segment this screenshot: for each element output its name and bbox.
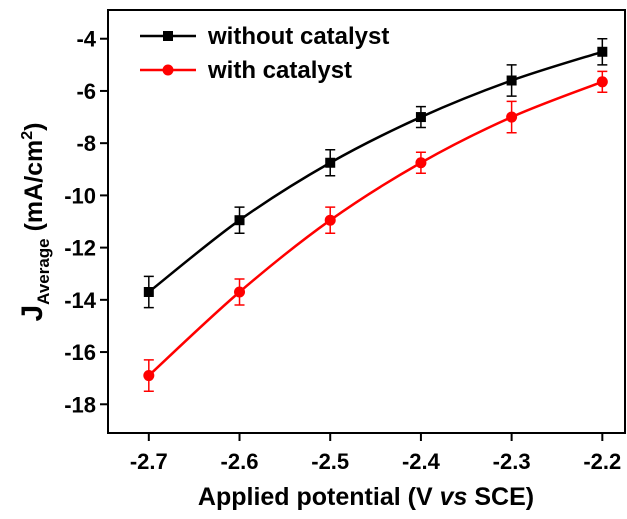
- x-label-part: Applied potential (V: [198, 483, 440, 511]
- data-point: [324, 214, 336, 226]
- data-point: [143, 370, 155, 382]
- y-tick-label: -12: [64, 236, 96, 261]
- x-tick-label: -2.6: [221, 449, 259, 474]
- x-label-part: SCE): [467, 483, 534, 511]
- x-tick-label: -2.7: [130, 449, 168, 474]
- data-point: [596, 76, 608, 88]
- y-tick-label: -4: [76, 27, 96, 52]
- legend-marker: [163, 31, 173, 41]
- y-tick-label: -16: [64, 340, 96, 365]
- data-point: [325, 157, 336, 168]
- data-point: [597, 46, 608, 57]
- y-label-part: ): [20, 122, 48, 130]
- data-point: [415, 157, 427, 169]
- y-tick-label: -18: [64, 392, 96, 417]
- y-label-part: (mA/cm: [20, 140, 48, 239]
- x-tick-label: -2.5: [311, 449, 349, 474]
- data-point: [234, 215, 245, 226]
- y-label-part: 2: [19, 131, 36, 140]
- x-tick-label: -2.3: [493, 449, 531, 474]
- y-axis-label: JAverage (mA/cm2): [16, 122, 53, 321]
- y-label-part: Average: [34, 238, 53, 304]
- y-tick-label: -6: [76, 79, 96, 104]
- y-tick-label: -10: [64, 183, 96, 208]
- x-axis-label: Applied potential (V vs SCE): [198, 483, 534, 511]
- series-line: [148, 50, 603, 293]
- x-label-part: vs: [440, 483, 468, 511]
- x-tick-label: -2.4: [402, 449, 441, 474]
- data-point: [506, 75, 517, 86]
- y-tick-label: -8: [76, 131, 96, 156]
- series-line: [147, 80, 603, 377]
- data-point: [143, 287, 154, 297]
- plot-frame: [107, 9, 626, 434]
- y-tick-label: -14: [64, 288, 97, 313]
- data-point: [506, 111, 518, 123]
- data-point: [234, 286, 246, 298]
- x-tick-label: -2.2: [583, 449, 621, 474]
- legend-marker: [162, 64, 174, 76]
- legend-label: without catalyst: [207, 23, 389, 50]
- data-point: [415, 112, 426, 123]
- legend-label: with catalyst: [207, 57, 352, 84]
- y-label-part: J: [16, 305, 49, 322]
